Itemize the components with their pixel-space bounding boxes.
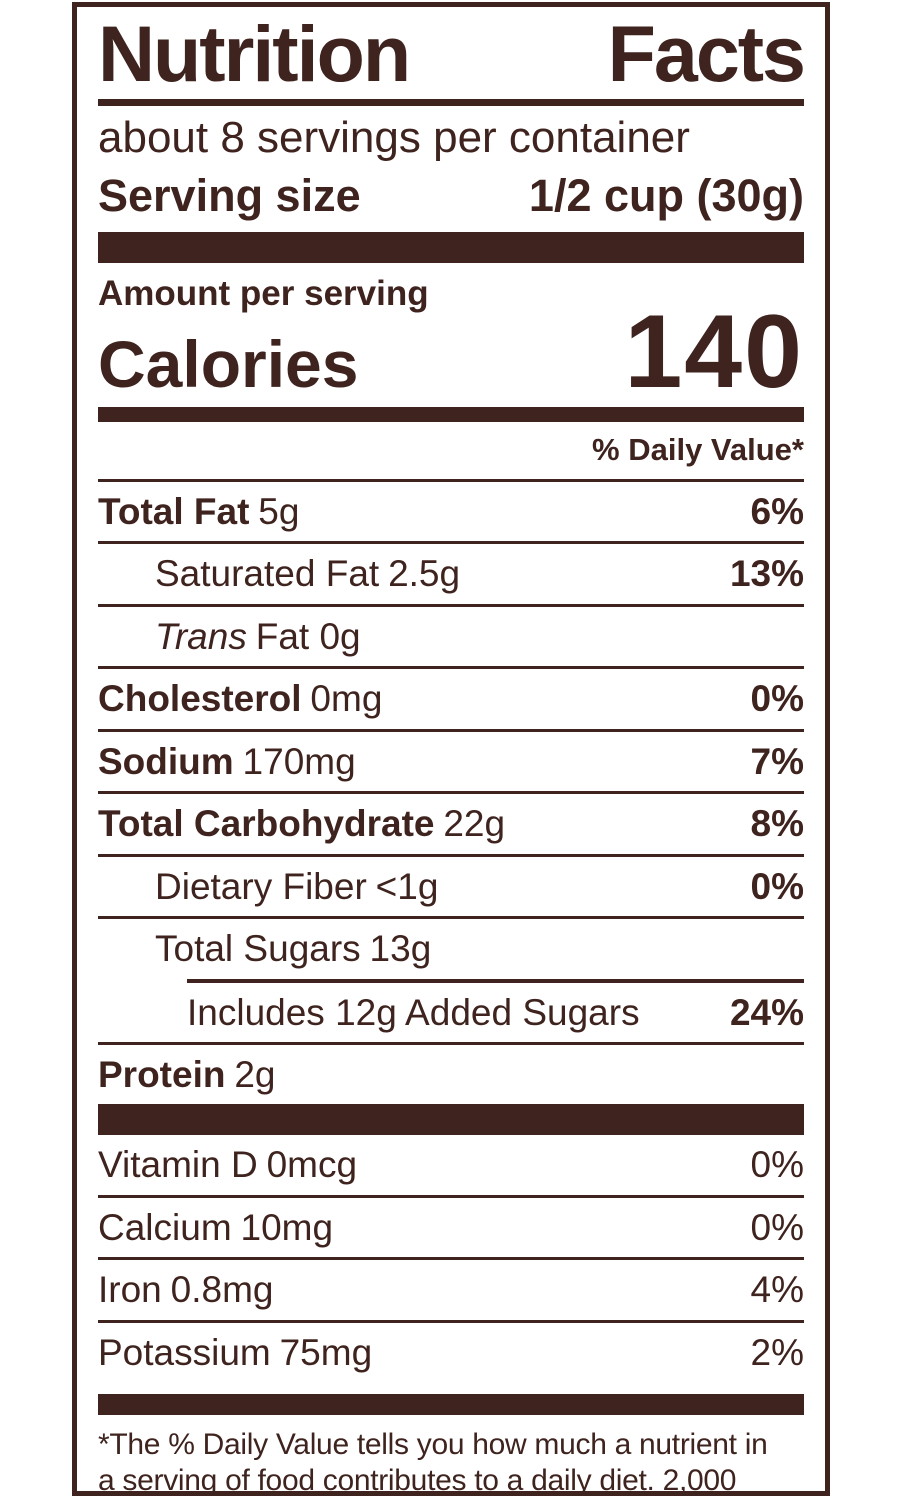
- section-bar-top: [98, 231, 804, 263]
- nutrient-row-cholesterol: Cholesterol 0mg 0%: [98, 666, 804, 728]
- nutrient-name: Sodium: [98, 740, 234, 782]
- vitamin-dv: 4%: [750, 1269, 804, 1311]
- daily-value-header: % Daily Value*: [592, 432, 804, 468]
- nutrient-row-total-sugars: Total Sugars 13g: [98, 916, 804, 978]
- calories-value: 140: [624, 293, 804, 410]
- nutrient-amount: 2.5g: [388, 553, 461, 595]
- nutrient-amount: 13g: [369, 928, 432, 970]
- nutrient-name: Saturated Fat: [155, 553, 380, 595]
- section-bar-vitamins: [98, 1104, 804, 1136]
- servings-per-container: about 8 servings per container: [98, 113, 690, 163]
- nutrient-row-trans-fat: Trans Fat 0g: [98, 603, 804, 666]
- nutrient-amount: <1g: [375, 865, 439, 907]
- vitamin-row-iron: Iron 0.8mg 4%: [98, 1257, 804, 1319]
- nutrient-amount: 22g: [443, 803, 506, 845]
- nutrient-name: Total Sugars: [155, 928, 361, 970]
- nutrient-name: Dietary Fiber: [155, 865, 367, 907]
- nutrient-row-saturated-fat: Saturated Fat 2.5g 13%: [98, 541, 804, 603]
- nutrient-name: Cholesterol: [98, 678, 302, 720]
- nutrient-row-protein: Protein 2g: [98, 1041, 804, 1104]
- calories-label: Calories: [98, 326, 359, 401]
- vitamin-amount: 0.8mg: [170, 1269, 274, 1311]
- nutrient-amount: Fat 0g: [255, 615, 361, 657]
- nutrient-dv: 13%: [729, 553, 804, 595]
- nutrient-row-added-sugars: Includes 12g Added Sugars 24%: [187, 978, 804, 1042]
- nutrient-dv: 6%: [750, 491, 804, 533]
- nutrient-dv: 24%: [729, 991, 804, 1033]
- nutrient-name: Total Fat: [98, 491, 250, 533]
- nutrient-row-total-fat: Total Fat 5g 6%: [98, 479, 804, 541]
- title-word-nutrition: Nutrition: [98, 9, 411, 98]
- title-word-facts: Facts: [607, 9, 806, 98]
- serving-size-label: Serving size: [98, 169, 361, 221]
- nutrient-name: Includes 12g Added Sugars: [187, 991, 640, 1033]
- nutrient-dv: 7%: [750, 740, 804, 782]
- footnote-line: a serving of food contributes to a daily…: [98, 1463, 737, 1496]
- nutrient-row-dietary-fiber: Dietary Fiber <1g 0%: [98, 853, 804, 916]
- nutrient-dv: 8%: [750, 803, 804, 845]
- nutrient-name: Trans: [155, 615, 247, 657]
- nutrient-dv: 0%: [750, 865, 804, 907]
- calories-row: Calories 140: [98, 293, 804, 410]
- footnote-line: *The % Daily Value tells you how much a …: [98, 1428, 768, 1462]
- vitamin-name: Calcium: [98, 1206, 232, 1248]
- vitamin-row-calcium: Calcium 10mg 0%: [98, 1194, 804, 1257]
- amount-per-serving-label: Amount per serving: [98, 273, 429, 313]
- vitamin-name: Iron: [98, 1269, 162, 1311]
- vitamin-name: Potassium: [98, 1331, 271, 1373]
- nutrient-amount: 2g: [234, 1053, 276, 1095]
- vitamin-name: Vitamin D: [98, 1144, 258, 1186]
- nutrient-row-sodium: Sodium 170mg 7%: [98, 728, 804, 791]
- nutrient-amount: 170mg: [242, 740, 356, 782]
- serving-size-row: Serving size 1/2 cup (30g): [98, 166, 804, 232]
- nutrient-amount: 5g: [258, 491, 300, 533]
- nutrient-amount: 0mg: [310, 678, 383, 720]
- label-title: Nutrition Facts: [98, 9, 806, 98]
- nutrient-dv: 0%: [750, 678, 804, 720]
- vitamin-dv: 2%: [750, 1331, 804, 1373]
- vitamin-amount: 10mg: [240, 1206, 334, 1248]
- calories-divider-bar: [98, 407, 804, 423]
- vitamin-dv: 0%: [750, 1206, 804, 1248]
- vitamin-row-potassium: Potassium 75mg 2%: [98, 1319, 804, 1382]
- serving-size-value: 1/2 cup (30g): [528, 169, 804, 221]
- footer-divider-bar: [98, 1394, 804, 1416]
- nutrient-name: Protein: [98, 1053, 226, 1095]
- vitamin-amount: 0mcg: [266, 1144, 358, 1186]
- nutrient-row-total-carbohydrate: Total Carbohydrate 22g 8%: [98, 791, 804, 853]
- vitamin-amount: 75mg: [279, 1331, 373, 1373]
- title-rule: [98, 99, 804, 107]
- vitamin-dv: 0%: [750, 1144, 804, 1186]
- vitamin-row-vitamin-d: Vitamin D 0mcg 0%: [98, 1135, 804, 1194]
- daily-value-footnote: *The % Daily Value tells you how much a …: [98, 1415, 804, 1496]
- nutrient-name: Total Carbohydrate: [98, 803, 435, 845]
- nutrition-facts-label: Nutrition Facts about 8 servings per con…: [72, 2, 830, 1496]
